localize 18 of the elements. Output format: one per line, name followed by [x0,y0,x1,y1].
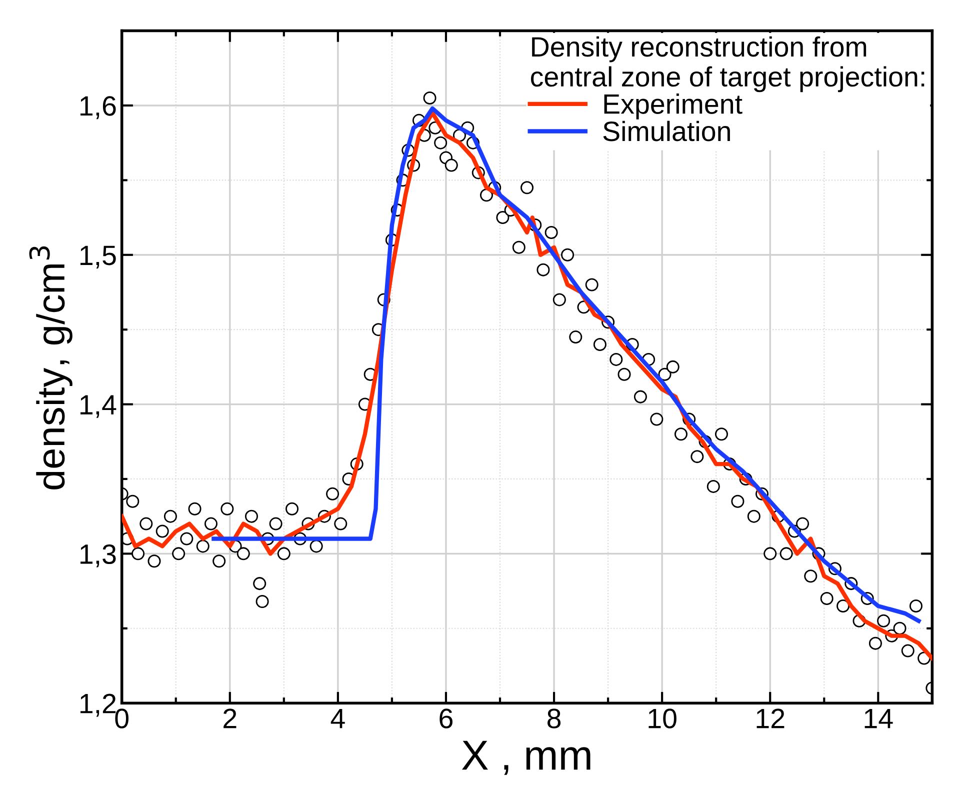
x-tick-label: 14 [864,708,893,728]
y-tick-label: 1,3 [80,544,116,568]
x-tick-label: 4 [330,708,345,728]
x-tick-label: 10 [648,708,676,728]
legend-label: Simulation [603,120,730,142]
legend-label: Experiment [604,94,742,120]
y-tick-label: 1,5 [80,246,116,268]
x-tick-label: 2 [224,708,236,728]
legend-title: Density reconstruction from central zone of target projection: [531,36,924,92]
y-axis-title: density, g/cm$^{3}$ [29,246,72,490]
y-tick-label: 1,6 [80,96,116,120]
x-tick-label: 0 [115,708,128,728]
x-tick-label: 8 [548,708,561,728]
x-tick-label: 6 [440,708,452,728]
y-tick-label: 1,4 [80,395,116,418]
y-tick-label: 1,2 [80,694,116,717]
x-tick-label: 12 [756,708,784,728]
x-axis-title: X , mm [462,740,590,775]
